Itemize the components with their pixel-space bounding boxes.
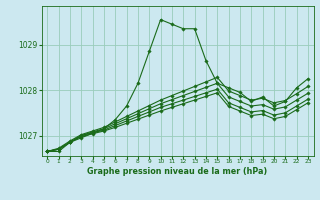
X-axis label: Graphe pression niveau de la mer (hPa): Graphe pression niveau de la mer (hPa) — [87, 167, 268, 176]
